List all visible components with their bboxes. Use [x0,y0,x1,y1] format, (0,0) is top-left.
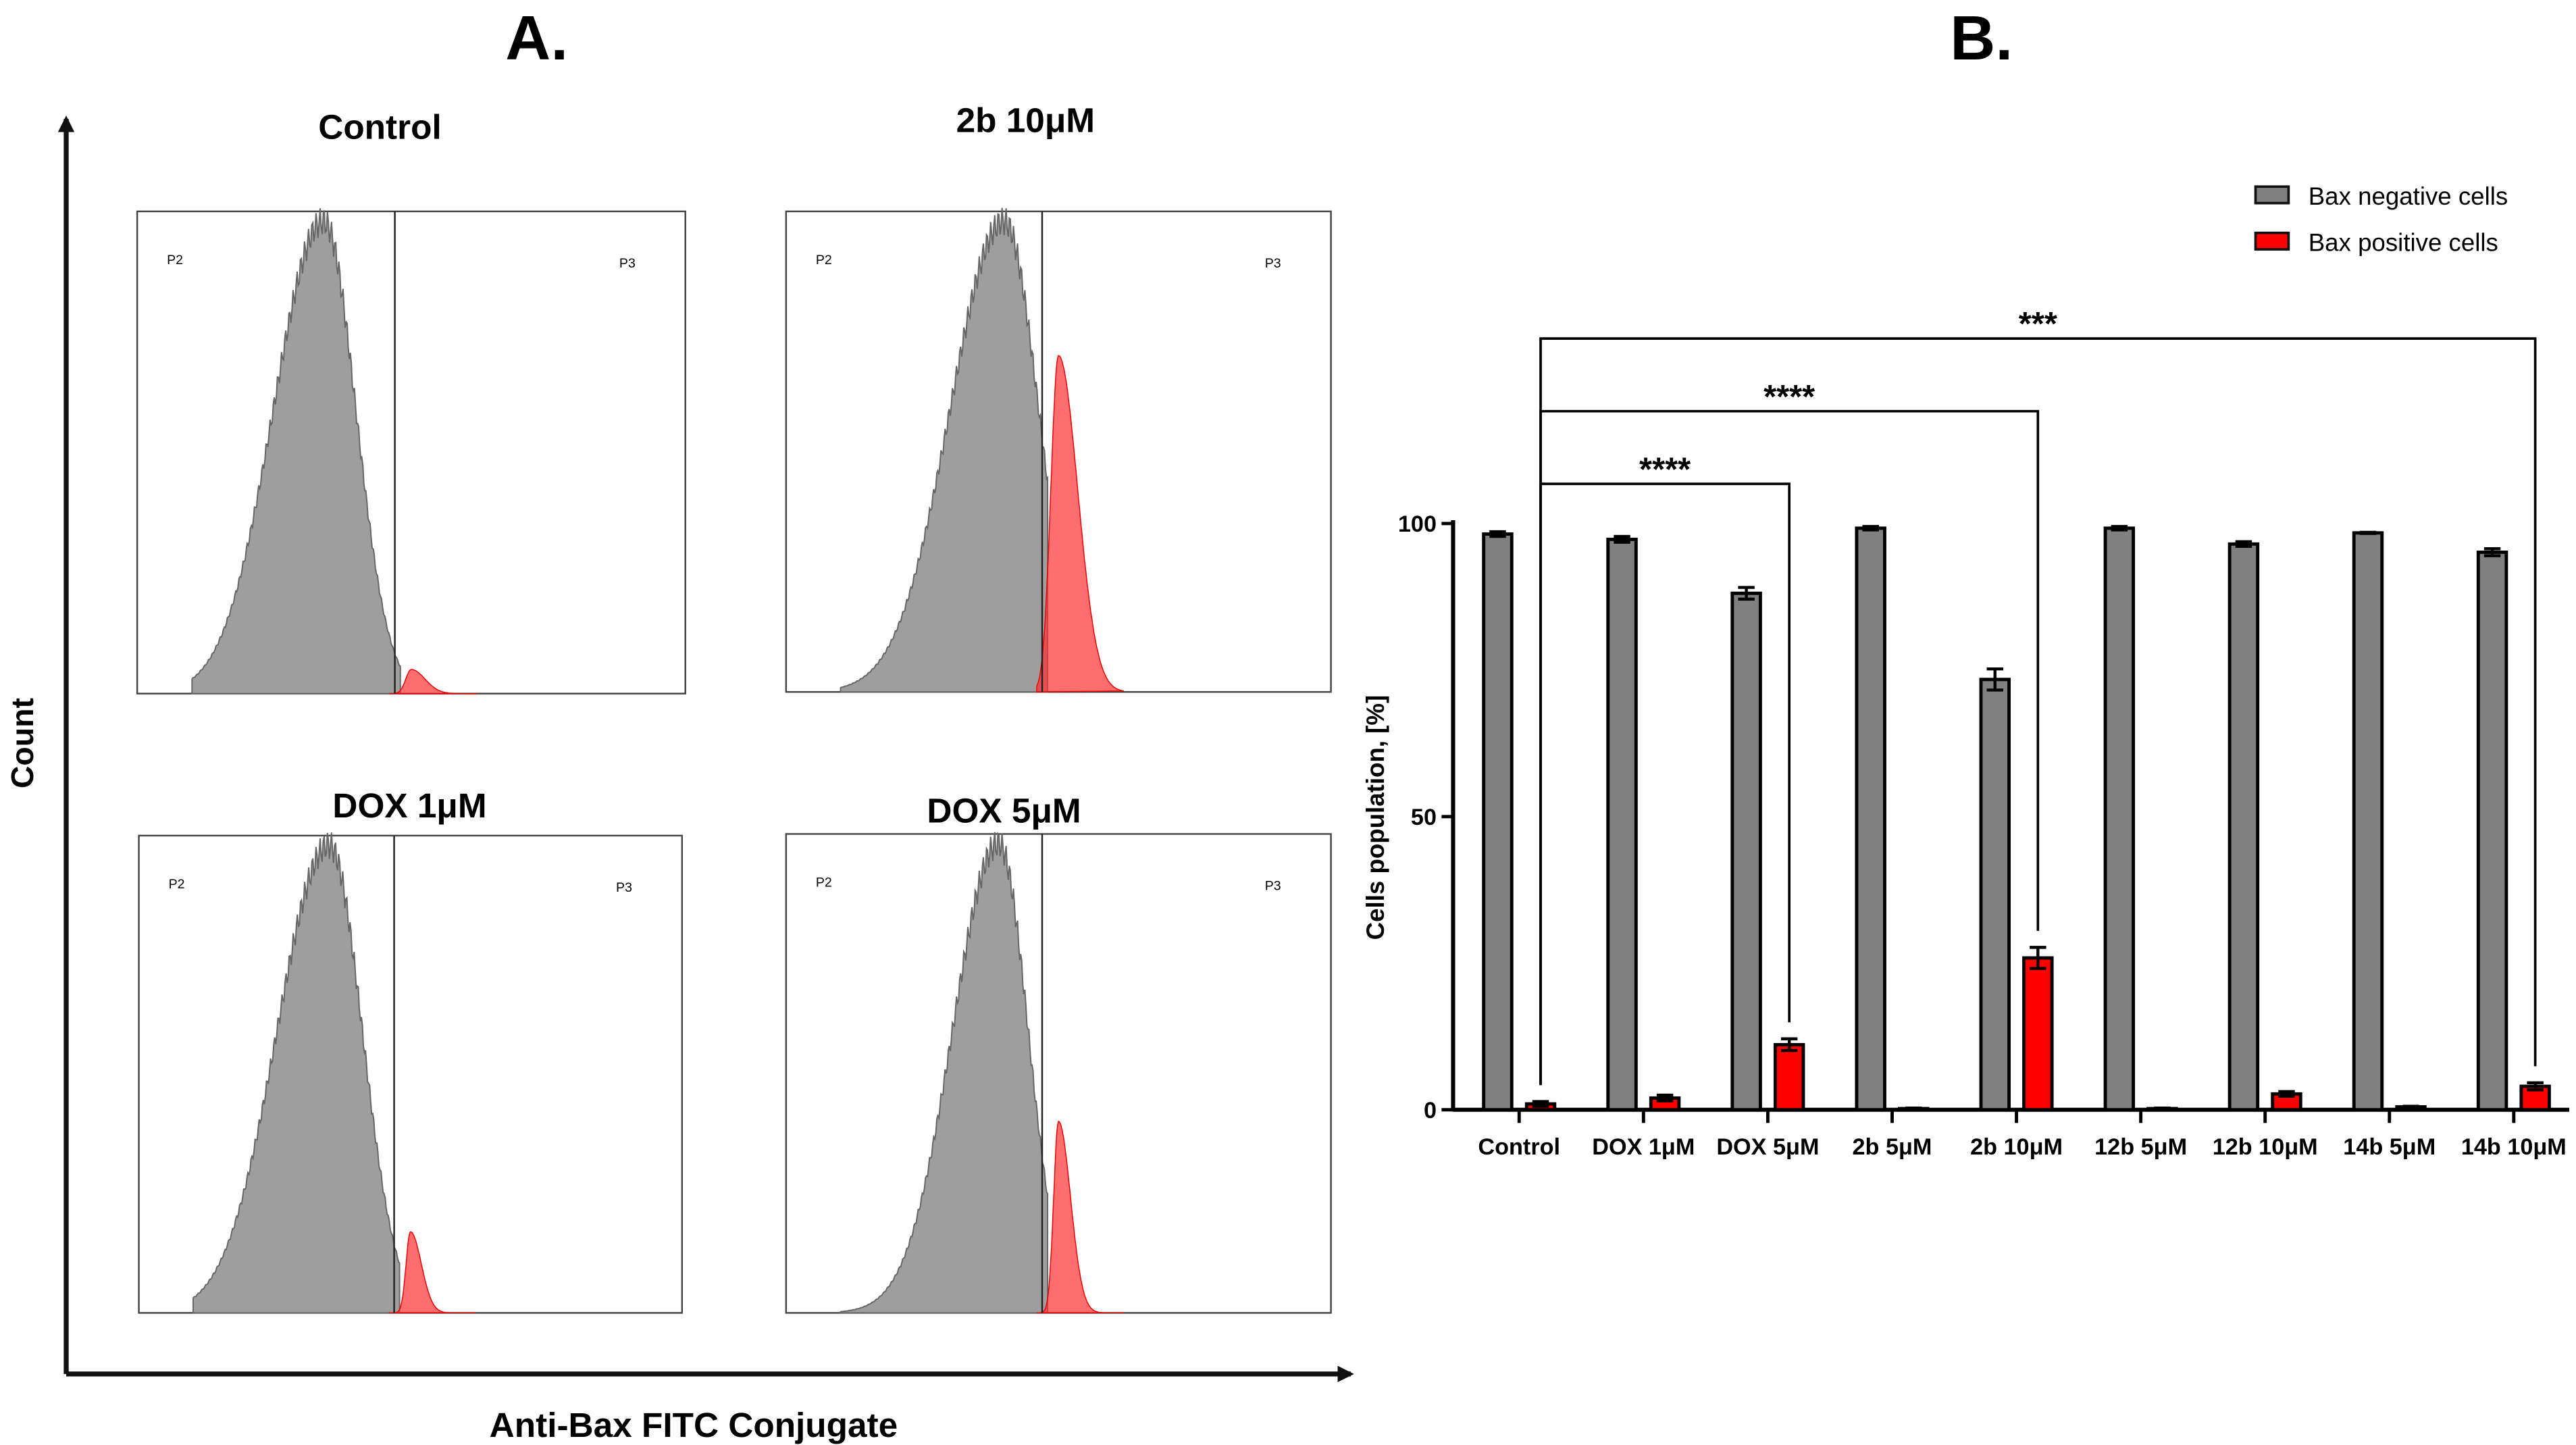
error-bar [1780,1037,1798,1053]
bax-negative-histogram [192,832,401,1314]
bar-bax-negative [1855,526,1886,1112]
bar-bax-positive [1773,1042,1805,1112]
bar-bax-negative [2103,526,2136,1112]
bar-bax-negative [1979,678,2011,1112]
histogram-title: 2b 10μM [956,101,1095,140]
x-tick-label: 2b 5μM [1853,1134,1932,1160]
error-bar [1738,586,1755,601]
bax-negative-histogram [191,208,401,694]
bar-bax-negative [2352,531,2384,1112]
x-tick-label: DOX 5μM [1716,1134,1819,1160]
bax-negative-histogram [840,832,1049,1314]
x-tick-label: DOX 1μM [1592,1134,1695,1160]
error-bar [2154,1106,2171,1111]
error-bar [2359,530,2377,535]
bax-positive-histogram [1036,1120,1125,1314]
fitc-axis-label: Anti-Bax FITC Conjugate [490,1406,898,1444]
error-bar [2235,540,2252,548]
x-tick-label: 12b 5μM [2094,1134,2187,1160]
error-bar [2483,547,2501,557]
bax-positive-histogram [389,669,478,694]
histogram-title: Control [318,107,441,146]
legend-swatch-positive [2254,231,2290,251]
histogram-title: DOX 1μM [332,786,486,825]
bar-bax-negative [1606,537,1638,1112]
gate-label-p2: P2 [816,876,832,890]
error-bar [1532,1100,1549,1108]
count-axis-label: Count [5,698,40,788]
gate-label-p3: P3 [1265,879,1281,894]
legend-label-positive: Bax positive cells [2309,229,2498,257]
gate-label-p2: P2 [816,253,832,268]
error-bar [1986,667,2003,692]
error-bar [1656,1093,1674,1102]
gate-label-p3: P3 [616,880,632,895]
x-tick-label: Control [1478,1134,1560,1160]
legend-swatch-negative [2254,185,2290,205]
panel-a-label: A. [505,3,568,73]
error-bar [2111,525,2128,532]
y-tick-label: 50 [1411,805,1437,830]
gate-label-p2: P2 [169,877,185,892]
histogram-panel: DOX 1μM P2 P3 [138,786,684,1314]
legend: Bax negative cells Bax positive cells [2254,182,2508,257]
significance-label: *** [2019,306,2057,343]
histogram-panel: Control P2 P3 [136,107,686,694]
bar-bax-positive [2022,956,2054,1112]
significance-bracket [1539,337,2537,1086]
bax-negative-histogram [840,207,1049,693]
error-bar [2278,1090,2295,1098]
error-bar [1862,525,1879,532]
error-bar [2030,946,2046,970]
gate-label-p2: P2 [167,253,183,268]
legend-label-negative: Bax negative cells [2309,182,2508,210]
x-tick-label: 2b 10μM [1970,1134,2063,1160]
error-bar [1489,530,1506,538]
y-tick-label: 100 [1398,511,1437,537]
x-tick-label: 14b 10μM [2461,1134,2567,1160]
gate-label-p3: P3 [619,256,636,271]
bar-bax-negative [1482,532,1514,1112]
error-bar [2527,1081,2544,1092]
histogram-frame [136,210,686,694]
histogram-title: DOX 5μM [927,791,1081,830]
panel-b-label: B. [1950,3,2013,73]
bar-bax-negative [2476,551,2508,1112]
y-tick-label: 0 [1424,1098,1437,1123]
error-bar [2402,1105,2419,1109]
bar-bax-negative [2227,542,2260,1112]
histogram-panel: DOX 5μM P2 P3 [785,791,1332,1314]
x-tick-label: 14b 5μM [2343,1134,2436,1160]
error-bar [1614,534,1630,544]
x-tick-label: 12b 10μM [2213,1134,2318,1160]
significance-label: **** [1639,451,1691,488]
y-axis-label: Cells population, [%] [1362,695,1389,940]
bax-positive-histogram [388,1231,476,1314]
significance-label: **** [1763,379,1815,415]
histogram-panel: 2b 10μM P2 P3 [785,101,1332,693]
bax-positive-histogram [1036,355,1125,693]
gate-label-p3: P3 [1265,256,1281,271]
error-bar [1905,1106,1922,1111]
bar-bax-negative [1730,591,1762,1112]
